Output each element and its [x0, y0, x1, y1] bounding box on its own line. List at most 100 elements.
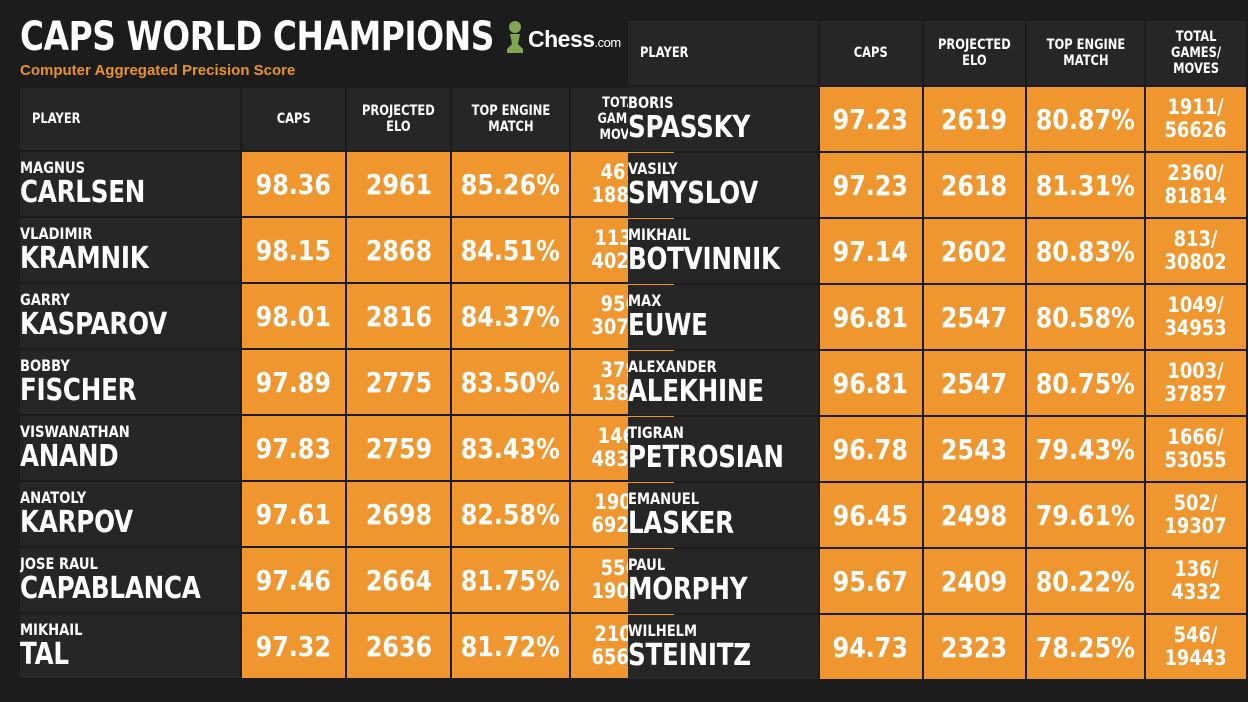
- games-moves-value-cell: 813/ 30802: [1145, 219, 1246, 283]
- games-moves-value-cell: 1003/ 37857: [1145, 351, 1246, 415]
- caps-value-cell: 97.89: [242, 350, 346, 414]
- logo-text: Chess.com: [528, 26, 621, 53]
- player-name-cell: MAX EUWE: [628, 285, 818, 349]
- table-row: MIKHAIL TAL 97.32 2636 81.72% 2102/ 65625: [20, 614, 674, 678]
- table-row: VASILY SMYSLOV 97.23 2618 81.31% 2360/ 81814: [628, 153, 1246, 217]
- player-last-name: ALEKHINE: [628, 374, 764, 409]
- caps-value-cell: 97.46: [242, 548, 346, 612]
- elo-value-cell: 2409: [923, 549, 1026, 613]
- games-moves-value-cell: 2360/ 81814: [1145, 153, 1246, 217]
- player-name-cell: VISWANATHAN ANAND: [20, 416, 241, 480]
- match-value: 81.31%: [1035, 168, 1136, 202]
- table-row: VLADIMIR KRAMNIK 98.15 2868 84.51% 1139/ 4023…: [20, 218, 674, 282]
- player-first-name: VASILY: [628, 159, 678, 178]
- games-moves-value: 2360/ 81814: [1164, 161, 1227, 208]
- caps-value: 98.36: [256, 167, 332, 201]
- caps-value: 96.78: [833, 432, 909, 466]
- table-row: WILHELM STEINITZ 94.73 2323 78.25% 546/ 19443: [628, 615, 1246, 679]
- player-name-cell: ALEXANDER ALEKHINE: [628, 351, 818, 415]
- caps-value: 97.46: [256, 563, 332, 597]
- caps-value-cell: 98.36: [242, 152, 346, 216]
- elo-value: 2619: [941, 102, 1008, 136]
- match-value: 78.25%: [1035, 630, 1136, 664]
- caps-value-cell: 96.45: [819, 483, 922, 547]
- player-last-name: MORPHY: [628, 572, 748, 607]
- caps-value-cell: 97.23: [819, 153, 922, 217]
- header-match: TOP ENGINE MATCH: [452, 88, 569, 150]
- match-value: 84.37%: [460, 299, 561, 333]
- player-first-name: VLADIMIR: [20, 224, 93, 243]
- match-value: 82.58%: [460, 497, 561, 531]
- elo-value-cell: 2543: [923, 417, 1026, 481]
- caps-value: 97.83: [256, 431, 332, 465]
- elo-value: 2636: [365, 629, 432, 663]
- page-subtitle: Computer Aggregated Precision Score: [20, 62, 296, 79]
- games-moves-value-cell: 502/ 19307: [1145, 483, 1246, 547]
- elo-value-cell: 2636: [347, 614, 451, 678]
- player-last-name: TAL: [20, 637, 69, 672]
- match-value: 81.72%: [460, 629, 561, 663]
- caps-value: 96.81: [833, 300, 909, 334]
- match-value-cell: 80.87%: [1027, 87, 1144, 151]
- player-last-name: CAPABLANCA: [20, 571, 201, 606]
- match-value: 85.26%: [460, 167, 561, 201]
- caps-value-cell: 98.15: [242, 218, 346, 282]
- match-value-cell: 80.75%: [1027, 351, 1144, 415]
- header-elo-label: PROJECTED ELO: [938, 37, 1011, 69]
- header-row: PLAYER CAPS PROJECTED ELO TOP ENGINE MATCH T…: [20, 88, 674, 150]
- caps-value: 96.81: [833, 366, 909, 400]
- page-title: CAPS WORLD CHAMPIONS: [20, 14, 494, 60]
- header-elo-label: PROJECTED ELO: [362, 103, 436, 135]
- player-first-name: WILHELM: [628, 621, 698, 640]
- elo-value: 2775: [365, 365, 432, 399]
- player-last-name: SPASSKY: [628, 110, 751, 145]
- elo-value: 2409: [941, 564, 1008, 598]
- caps-value-cell: 95.67: [819, 549, 922, 613]
- elo-value: 2602: [941, 234, 1008, 268]
- elo-value-cell: 2816: [347, 284, 451, 348]
- match-value: 81.75%: [460, 563, 561, 597]
- player-name-cell: JOSE RAUL CAPABLANCA: [20, 548, 241, 612]
- header-match: TOP ENGINE MATCH: [1027, 21, 1144, 85]
- player-first-name: JOSE RAUL: [20, 554, 98, 573]
- player-last-name: KASPAROV: [20, 307, 167, 342]
- player-first-name: MAGNUS: [20, 158, 86, 177]
- player-name-cell: VLADIMIR KRAMNIK: [20, 218, 241, 282]
- caps-value-cell: 94.73: [819, 615, 922, 679]
- games-moves-value-cell: 546/ 19443: [1145, 615, 1246, 679]
- elo-value-cell: 2759: [347, 416, 451, 480]
- player-name-cell: ANATOLY KARPOV: [20, 482, 241, 546]
- caps-value: 98.15: [256, 233, 332, 267]
- caps-value: 97.61: [256, 497, 332, 531]
- player-last-name: KRAMNIK: [20, 241, 149, 276]
- player-first-name: MIKHAIL: [628, 225, 691, 244]
- match-value-cell: 81.31%: [1027, 153, 1144, 217]
- match-value: 80.22%: [1035, 564, 1136, 598]
- elo-value-cell: 2775: [347, 350, 451, 414]
- table-row: BORIS SPASSKY 97.23 2619 80.87% 1911/ 56626: [628, 87, 1246, 151]
- header-player: PLAYER: [628, 21, 818, 85]
- elo-value: 2543: [941, 432, 1008, 466]
- elo-value-cell: 2547: [923, 285, 1026, 349]
- match-value: 84.51%: [460, 233, 561, 267]
- header-player-label: PLAYER: [640, 45, 689, 61]
- player-last-name: CARLSEN: [20, 175, 146, 210]
- elo-value: 2323: [941, 630, 1008, 664]
- elo-value: 2816: [365, 299, 432, 333]
- table-row: MAGNUS CARLSEN 98.36 2961 85.26% 461/ 18850: [20, 152, 674, 216]
- games-moves-value-cell: 1666/ 53055: [1145, 417, 1246, 481]
- player-name-cell: PAUL MORPHY: [628, 549, 818, 613]
- player-name-cell: TIGRAN PETROSIAN: [628, 417, 818, 481]
- table-body-right: PLAYER CAPS PROJECTED ELO TOP ENGINE MATCH T…: [628, 21, 1246, 679]
- table-body-left: PLAYER CAPS PROJECTED ELO TOP ENGINE MATCH T…: [20, 88, 674, 678]
- player-first-name: VISWANATHAN: [20, 422, 130, 441]
- elo-value-cell: 2619: [923, 87, 1026, 151]
- elo-value: 2618: [941, 168, 1008, 202]
- caps-value: 98.01: [256, 299, 332, 333]
- match-value-cell: 81.72%: [452, 614, 569, 678]
- games-moves-value-cell: 136/ 4332: [1145, 549, 1246, 613]
- player-first-name: MIKHAIL: [20, 620, 83, 639]
- games-moves-value: 1666/ 53055: [1164, 425, 1227, 472]
- elo-value-cell: 2618: [923, 153, 1026, 217]
- match-value: 83.43%: [460, 431, 561, 465]
